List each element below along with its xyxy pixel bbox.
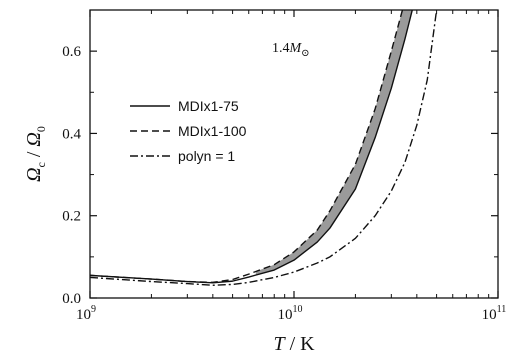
shaded-band-layer: [255, 10, 413, 276]
y-axis-title-denominator: Ω: [23, 132, 45, 146]
x-tick-label-base: 10: [278, 307, 293, 323]
legend-label-1: MDIx1-75: [178, 98, 239, 114]
legend-label-2: MDIx1-100: [178, 123, 247, 139]
x-axis-title-unit: / K: [285, 333, 316, 355]
x-tick-label-base: 10: [76, 307, 91, 323]
y-tick-label: 0.6: [62, 44, 81, 60]
x-tick-label-base: 10: [482, 307, 497, 323]
mass-annotation-symbol: M: [289, 41, 303, 56]
y-axis-title: Ωc / Ω0: [23, 126, 48, 182]
x-axis-title-symbol: T: [273, 333, 286, 355]
mass-annotation: 1.4M⊙: [272, 41, 310, 59]
x-tick-label-exponent: 10: [293, 304, 303, 315]
y-tick-label: 0.0: [62, 291, 81, 307]
legend: MDIx1-75 MDIx1-100 polyn = 1: [130, 98, 247, 164]
x-tick-label-exponent: 11: [497, 304, 507, 315]
mass-annotation-subscript: ⊙: [301, 48, 309, 59]
y-tick-label: 0.2: [62, 209, 81, 225]
x-tick-label: 109: [76, 304, 96, 323]
y-axis-title-numerator: Ω: [23, 167, 45, 181]
x-tick-label-exponent: 9: [91, 304, 96, 315]
shaded-band: [255, 10, 413, 276]
series-line-1: [90, 10, 413, 284]
y-axis-title-separator: /: [23, 147, 45, 163]
legend-label-3: polyn = 1: [178, 148, 235, 164]
series-line-3: [90, 10, 438, 286]
series-line-2: [90, 10, 404, 284]
x-tick-label: 1010: [278, 304, 303, 323]
y-axis-title-numerator-sub: c: [34, 162, 48, 167]
mass-annotation-value: 1.4: [272, 41, 290, 56]
y-tick-label: 0.4: [62, 126, 81, 142]
x-axis-title: T / K: [273, 333, 315, 355]
x-tick-label: 1011: [482, 304, 507, 323]
y-axis-title-denominator-sub: 0: [34, 126, 48, 132]
series-layer: [90, 10, 438, 286]
